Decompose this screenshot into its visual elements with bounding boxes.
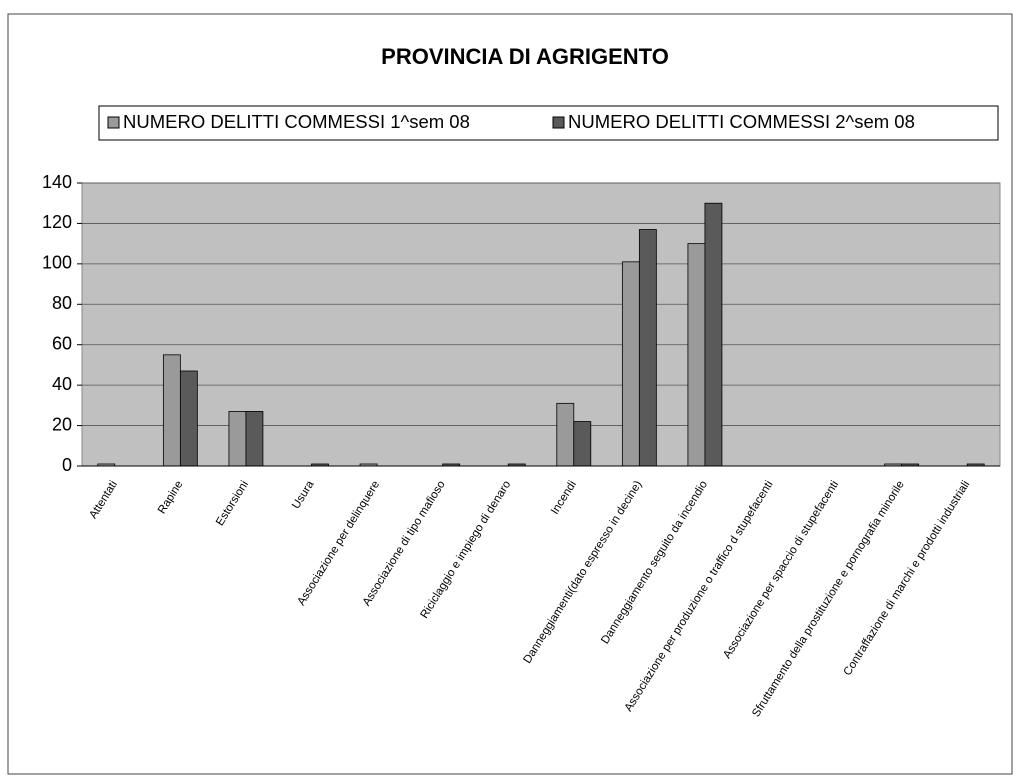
bar — [638, 229, 657, 467]
bar — [162, 354, 181, 467]
bar — [687, 243, 706, 467]
y-tick-label: 40 — [52, 374, 72, 394]
y-tick-label: 120 — [42, 212, 72, 232]
legend — [98, 105, 999, 141]
bar — [245, 411, 264, 467]
bar — [704, 202, 723, 467]
y-tick-label: 20 — [52, 414, 72, 434]
bar — [573, 421, 592, 467]
chart-title: PROVINCIA DI AGRIGENTO — [381, 44, 669, 69]
legend-label: NUMERO DELITTI COMMESSI 2^sem 08 — [568, 111, 915, 132]
bar — [621, 261, 640, 467]
y-tick-label: 140 — [42, 172, 72, 192]
bar — [228, 411, 247, 467]
y-tick-label: 0 — [62, 455, 72, 475]
plot-area — [81, 182, 1001, 467]
legend-swatch — [107, 116, 120, 129]
y-tick-label: 60 — [52, 333, 72, 353]
legend-label: NUMERO DELITTI COMMESSI 1^sem 08 — [123, 111, 470, 132]
bar — [556, 402, 575, 467]
legend-swatch — [552, 116, 565, 129]
y-tick-label: 80 — [52, 293, 72, 313]
bar — [179, 370, 198, 467]
y-tick-label: 100 — [42, 253, 72, 273]
